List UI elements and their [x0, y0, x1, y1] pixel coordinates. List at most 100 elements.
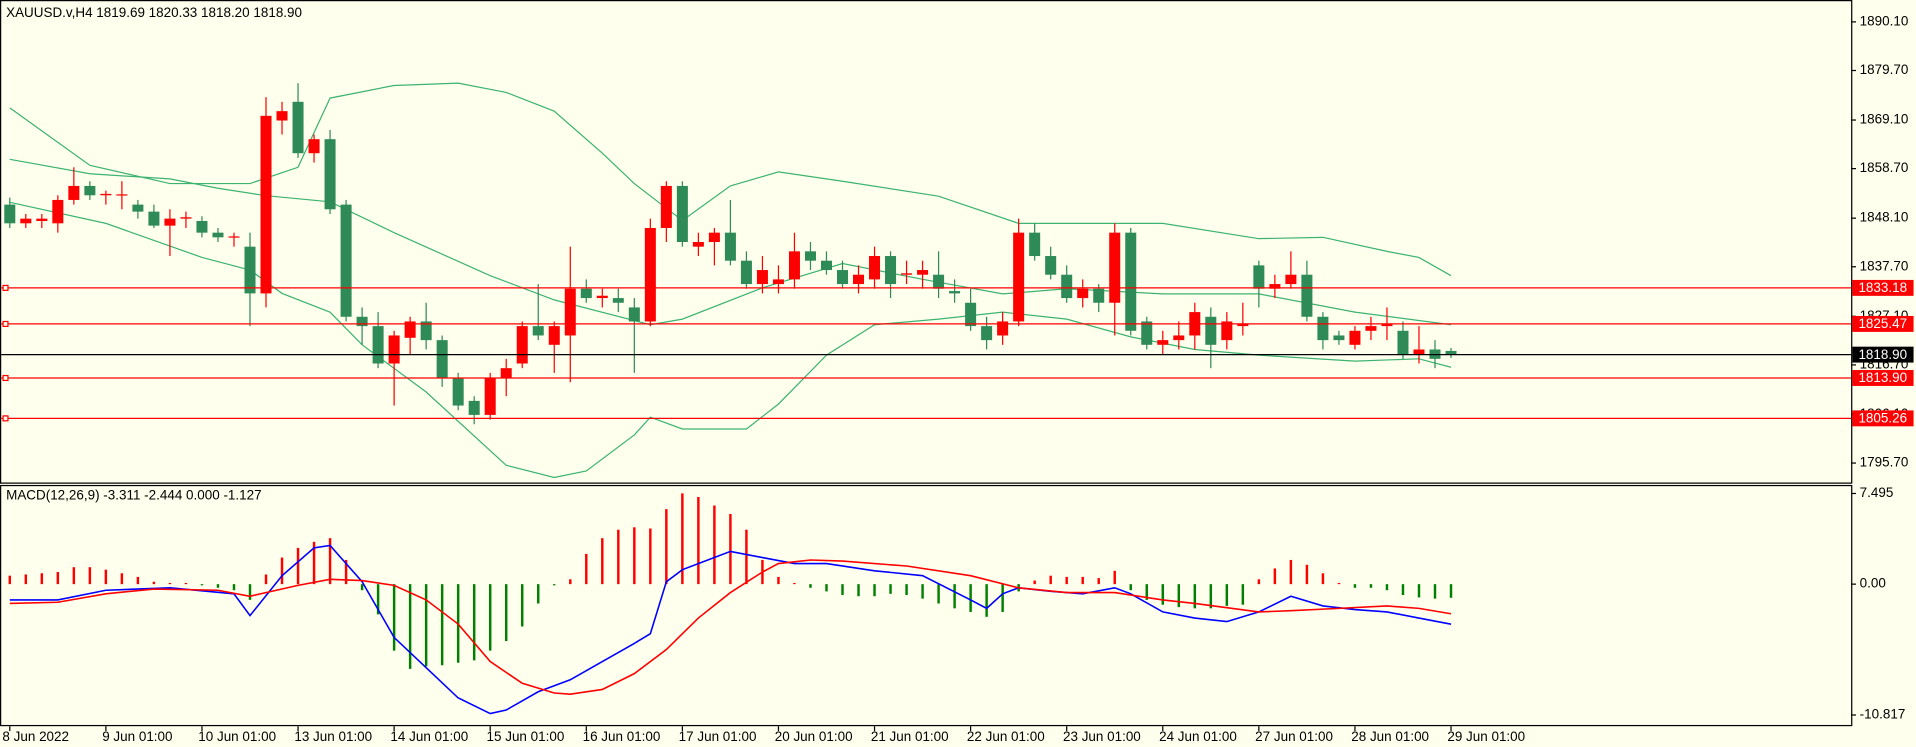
candle-body — [388, 335, 400, 364]
x-tick-label: 20 Jun 01:00 — [775, 729, 853, 744]
candle-body — [756, 270, 768, 285]
y-tick-label: 1848.10 — [1860, 210, 1909, 225]
y-tick-label: 1837.70 — [1860, 258, 1909, 273]
x-tick-label: 10 Jun 01:00 — [198, 729, 276, 744]
y-tick-label: 7.495 — [1860, 485, 1894, 500]
candle-body — [244, 246, 256, 294]
indicator-line — [9, 559, 1452, 696]
candle-body — [708, 232, 720, 243]
candle-body — [885, 256, 897, 285]
candle-body — [196, 220, 208, 233]
candle-body — [436, 340, 448, 378]
candle-body — [917, 270, 929, 275]
candle-body — [596, 295, 608, 299]
band-line — [9, 158, 1452, 326]
x-tick-label: 8 Jun 2022 — [2, 729, 69, 744]
x-tick-label: 27 Jun 01:00 — [1255, 729, 1333, 744]
indicator-title: MACD(12,26,9) -3.311 -2.444 0.000 -1.127 — [6, 488, 261, 503]
candle-body — [148, 211, 160, 226]
candle-body — [949, 291, 961, 294]
candle-body — [212, 232, 224, 238]
candle-body — [228, 236, 240, 238]
candle-body — [36, 218, 48, 221]
candle-body — [1237, 323, 1249, 327]
candle-body — [500, 368, 512, 378]
x-tick-label: 16 Jun 01:00 — [583, 729, 661, 744]
candle-body — [1029, 232, 1041, 257]
x-tick-label: 15 Jun 01:00 — [487, 729, 565, 744]
candle-body — [853, 274, 865, 285]
candle-body — [20, 218, 32, 224]
x-tick-label: 29 Jun 01:00 — [1447, 729, 1525, 744]
candle-body — [580, 288, 592, 299]
candle-body — [692, 242, 704, 247]
candle-body — [100, 193, 112, 196]
candle-body — [740, 260, 752, 285]
candle-body — [1253, 265, 1265, 289]
candle-body — [116, 194, 128, 196]
candle-body — [420, 321, 432, 341]
candle-body — [997, 321, 1009, 336]
x-tick-label: 24 Jun 01:00 — [1159, 729, 1237, 744]
candle-body — [644, 227, 656, 322]
level-tag-label: 1805.26 — [1858, 411, 1907, 426]
candle-body — [324, 139, 336, 210]
candle-body — [660, 185, 672, 228]
main-panel-frame — [0, 0, 1853, 484]
candle-body — [132, 204, 144, 212]
candle-body — [804, 251, 816, 261]
candle-body — [1397, 330, 1409, 355]
candle-body — [4, 204, 16, 224]
candle-body — [1077, 288, 1089, 299]
candle-body — [1269, 284, 1281, 289]
band-line — [9, 201, 1452, 479]
candle-body — [1093, 288, 1105, 303]
candle-body — [724, 232, 736, 261]
level-tag-label: 1833.18 — [1858, 280, 1907, 295]
candle-body — [788, 251, 800, 280]
candle-body — [1141, 321, 1153, 345]
level-tag — [1852, 315, 1914, 332]
candle-body — [548, 326, 560, 345]
candle-body — [404, 321, 416, 338]
x-tick-label: 28 Jun 01:00 — [1351, 729, 1429, 744]
candle-body — [1013, 232, 1025, 322]
x-tick-label: 23 Jun 01:00 — [1063, 729, 1141, 744]
level-tag — [1852, 370, 1914, 386]
candle-body — [1157, 340, 1169, 345]
candle-body — [372, 326, 384, 364]
candle-body — [1061, 274, 1073, 299]
x-tick-label: 17 Jun 01:00 — [679, 729, 757, 744]
level-tag-label: 1825.47 — [1858, 316, 1907, 331]
y-tick-label: 1890.10 — [1860, 13, 1909, 28]
y-tick-label: 1879.70 — [1860, 62, 1909, 77]
level-tag-label: 1818.90 — [1858, 347, 1907, 362]
level-marker — [2, 415, 9, 422]
y-tick-label: 1858.70 — [1860, 160, 1909, 175]
level-tag — [1852, 410, 1914, 427]
candle-body — [276, 111, 288, 121]
level-tag-label: 1813.90 — [1858, 370, 1907, 385]
candle-body — [1173, 335, 1185, 341]
candle-body — [164, 218, 176, 226]
candle-body — [1221, 321, 1233, 341]
candle-body — [1285, 274, 1297, 285]
candle-body — [1317, 316, 1329, 341]
candle-body — [1445, 350, 1457, 355]
candle-body — [1125, 232, 1137, 331]
candle-body — [1109, 232, 1121, 303]
candle-body — [869, 256, 881, 280]
candle-body — [965, 302, 977, 327]
x-tick-label: 9 Jun 01:00 — [102, 729, 172, 744]
candle-body — [820, 260, 832, 271]
candle-body — [516, 326, 528, 364]
candle-body — [260, 115, 272, 294]
macd-panel-frame — [0, 484, 1853, 727]
level-marker — [2, 374, 9, 382]
candle-body — [84, 185, 96, 196]
candle-body — [628, 307, 640, 322]
candle-body — [356, 316, 368, 327]
chart-title: XAUUSD.v,H4 1819.69 1820.33 1818.20 1818… — [6, 5, 302, 20]
candle-body — [1045, 256, 1057, 275]
